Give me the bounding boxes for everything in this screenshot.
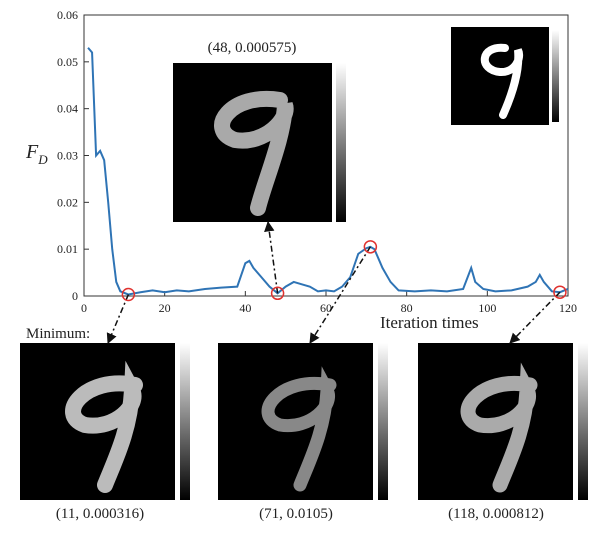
colorbar xyxy=(552,30,559,122)
annotation-arrow xyxy=(509,291,561,344)
y-tick-label: 0.01 xyxy=(57,242,78,256)
x-tick-label: 120 xyxy=(559,301,577,315)
y-tick-label: 0.04 xyxy=(57,102,78,116)
x-tick-label: 20 xyxy=(159,301,171,315)
colorbar xyxy=(336,63,346,222)
colorbar xyxy=(180,343,190,500)
x-tick-label: 40 xyxy=(239,301,251,315)
annotation-label: (11, 0.000316) xyxy=(56,506,144,522)
x-tick-label: 0 xyxy=(81,301,87,315)
y-tick-label: 0.02 xyxy=(57,195,78,209)
y-tick-label: 0.03 xyxy=(57,149,78,163)
marker xyxy=(121,287,136,302)
y-label-sub: D xyxy=(37,152,48,167)
digit xyxy=(261,366,337,492)
digit xyxy=(460,362,538,493)
annotation-label: (48, 0.000575) xyxy=(208,40,297,56)
marker xyxy=(270,286,285,301)
y-axis-label: FD xyxy=(25,141,48,167)
digit xyxy=(214,90,294,216)
annotation-label: (118, 0.000812) xyxy=(448,506,544,522)
marker xyxy=(363,240,378,254)
marker xyxy=(553,285,567,299)
colorbar xyxy=(578,343,588,500)
x-tick-label: 60 xyxy=(320,301,332,315)
x-tick-label: 100 xyxy=(478,301,496,315)
minimum-label: Minimum: xyxy=(26,326,90,342)
y-tick-label: 0.05 xyxy=(57,55,78,69)
annotation-arrow xyxy=(106,294,130,344)
x-tick-label: 80 xyxy=(401,301,413,315)
annotation-arrow xyxy=(309,246,372,344)
annotation-label: (71, 0.0105) xyxy=(259,506,333,522)
digit xyxy=(65,360,143,493)
y-tick-label: 0 xyxy=(72,289,78,303)
insets xyxy=(20,14,588,500)
data-line xyxy=(87,47,569,296)
annotation-arrow xyxy=(264,220,279,294)
digit xyxy=(480,43,523,119)
colorbar xyxy=(378,343,388,500)
x-axis-label: Iteration times xyxy=(380,313,479,332)
y-tick-label: 0.06 xyxy=(57,8,78,22)
y-label-main: F xyxy=(25,141,39,163)
